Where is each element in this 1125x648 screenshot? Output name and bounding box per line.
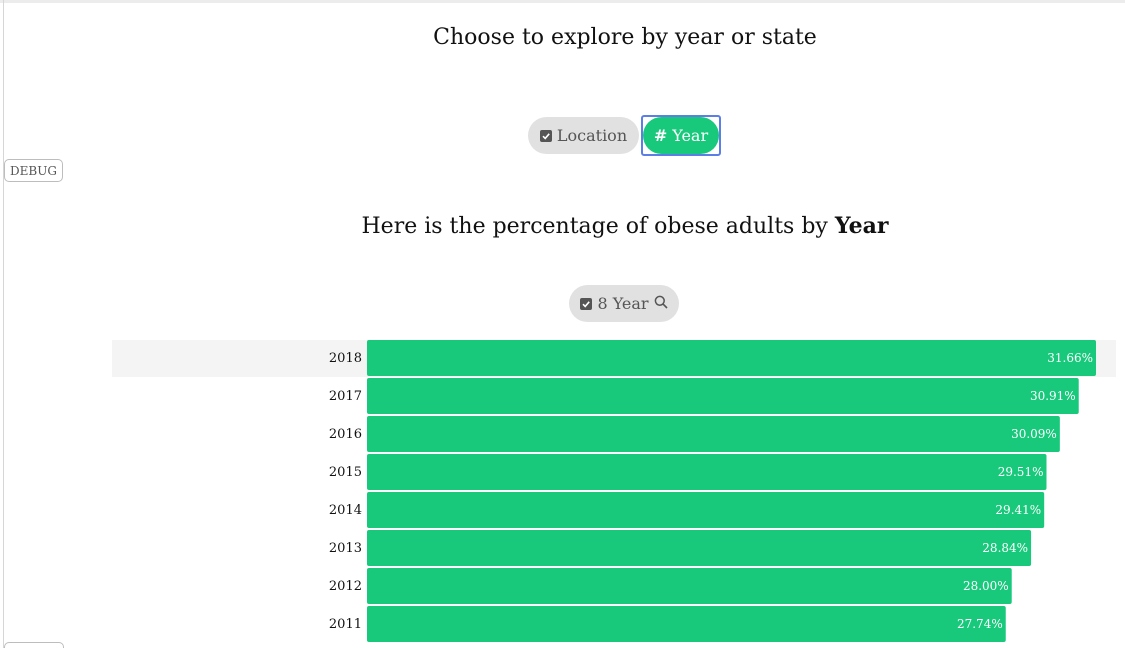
- bar-2014[interactable]: [367, 492, 1045, 528]
- checkbox-checked-icon: [539, 129, 552, 142]
- search-icon: [654, 294, 668, 313]
- result-heading-prefix: Here is the percentage of obese adults b…: [361, 214, 828, 239]
- value-label-2016: 30.09%: [1011, 427, 1057, 441]
- debug-button-secondary[interactable]: [4, 642, 64, 648]
- hash-icon: #: [653, 126, 668, 145]
- bar-2018[interactable]: [367, 340, 1096, 376]
- category-label-2012: 2012: [329, 579, 362, 594]
- category-label-2017: 2017: [329, 389, 362, 404]
- bar-2016[interactable]: [367, 416, 1060, 452]
- left-divider: [3, 0, 4, 648]
- year-filter-button[interactable]: 8 Year: [569, 285, 679, 322]
- value-label-2012: 28.00%: [963, 579, 1009, 593]
- location-toggle-button[interactable]: Location: [528, 117, 639, 154]
- bar-2015[interactable]: [367, 454, 1047, 490]
- value-label-2017: 30.91%: [1030, 389, 1076, 403]
- debug-button[interactable]: DEBUG: [4, 159, 63, 182]
- value-label-2015: 29.51%: [998, 465, 1044, 479]
- location-toggle-label: Location: [556, 126, 628, 145]
- top-divider: [0, 0, 1125, 3]
- bar-2013[interactable]: [367, 530, 1032, 566]
- category-label-2014: 2014: [329, 503, 362, 518]
- category-label-2011: 2011: [329, 617, 362, 632]
- category-label-2015: 2015: [329, 465, 362, 480]
- explore-title: Choose to explore by year or state: [433, 25, 817, 50]
- value-label-2013: 28.84%: [982, 541, 1028, 555]
- value-label-2011: 27.74%: [957, 617, 1003, 631]
- bar-2012[interactable]: [367, 568, 1012, 604]
- checkbox-checked-icon: [580, 297, 593, 310]
- year-toggle-button[interactable]: # Year: [643, 117, 719, 154]
- year-toggle-label: Year: [672, 126, 709, 145]
- year-filter-label: 8 Year: [597, 294, 649, 313]
- category-label-2013: 2013: [329, 541, 362, 556]
- bar-2017[interactable]: [367, 378, 1079, 414]
- result-heading-dimension: Year: [834, 213, 889, 239]
- year-toggle-focus-ring: [641, 115, 721, 156]
- result-heading: Here is the percentage of obese adults b…: [0, 213, 1125, 239]
- value-label-2018: 31.66%: [1047, 351, 1093, 365]
- value-label-2014: 29.41%: [995, 503, 1041, 517]
- category-label-2016: 2016: [329, 427, 362, 442]
- bar-2011[interactable]: [367, 606, 1006, 642]
- category-label-2018: 2018: [329, 351, 362, 366]
